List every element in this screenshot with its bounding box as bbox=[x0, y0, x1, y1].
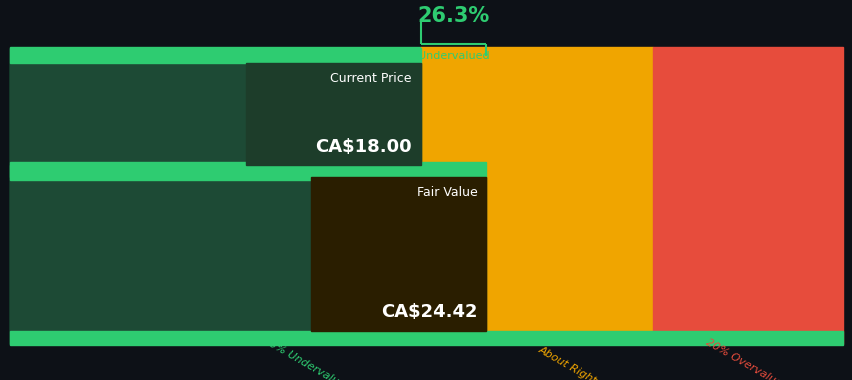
Text: About Right: About Right bbox=[536, 344, 597, 380]
Text: 20% Overvalued: 20% Overvalued bbox=[703, 337, 788, 380]
Text: CA$24.42: CA$24.42 bbox=[381, 303, 477, 321]
Bar bbox=[311, 177, 486, 331]
Text: Current Price: Current Price bbox=[330, 72, 412, 85]
Bar bbox=[10, 162, 486, 177]
Text: Undervalued: Undervalued bbox=[417, 51, 488, 61]
Bar bbox=[420, 48, 652, 344]
Text: CA$18.00: CA$18.00 bbox=[315, 138, 412, 156]
Bar bbox=[10, 177, 486, 331]
Bar bbox=[10, 48, 420, 63]
Bar bbox=[245, 63, 420, 165]
Bar bbox=[10, 331, 842, 345]
Text: 26.3%: 26.3% bbox=[417, 6, 489, 26]
Text: Fair Value: Fair Value bbox=[417, 186, 477, 199]
Bar bbox=[10, 63, 420, 165]
Bar bbox=[10, 165, 420, 180]
Bar bbox=[652, 48, 842, 344]
Text: 20% Undervalued: 20% Undervalued bbox=[261, 336, 353, 380]
Bar bbox=[10, 48, 420, 344]
